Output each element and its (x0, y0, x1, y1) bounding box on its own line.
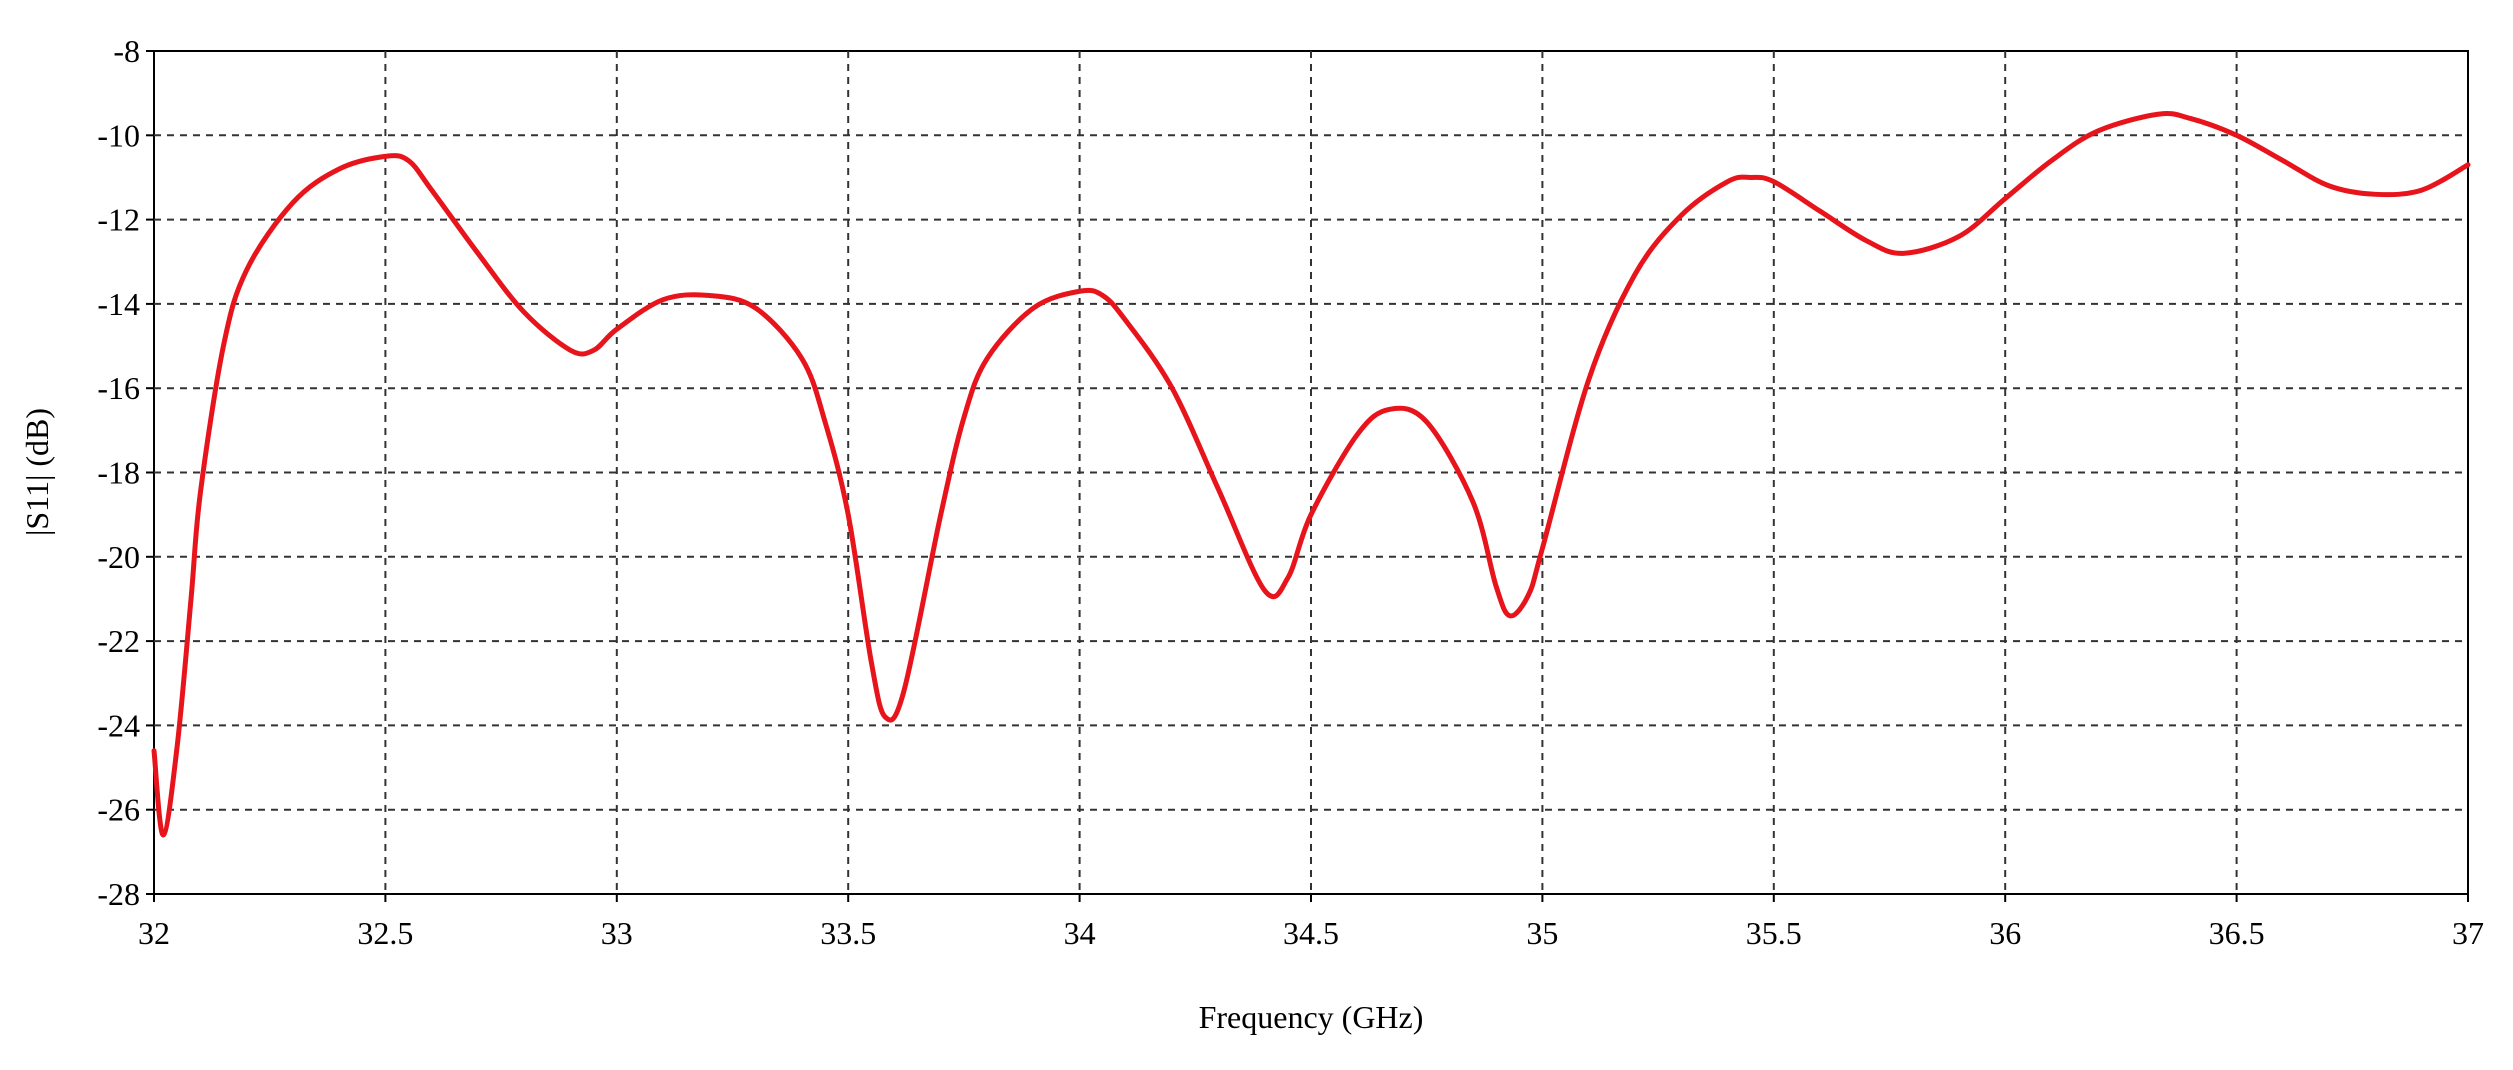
y-tick-label: -24 (97, 707, 140, 743)
x-tick-label: 36.5 (2209, 915, 2265, 951)
y-axis-label: |S11| (dB) (19, 408, 55, 536)
x-tick-label: 35 (1526, 915, 1558, 951)
y-tick-label: -18 (97, 455, 140, 491)
x-axis-label: Frequency (GHz) (1199, 999, 1424, 1035)
y-tick-label: -28 (97, 876, 140, 912)
y-tick-label: -14 (97, 286, 140, 322)
x-tick-label: 34 (1064, 915, 1096, 951)
y-tick-label: -20 (97, 539, 140, 575)
data-line (151, 111, 2471, 838)
y-tick-label: -26 (97, 792, 140, 828)
x-tick-label: 32.5 (357, 915, 413, 951)
x-tick-label: 37 (2452, 915, 2484, 951)
y-tick-label: -10 (97, 117, 140, 153)
x-tick-label: 35.5 (1746, 915, 1802, 951)
x-tick-label: 33.5 (820, 915, 876, 951)
y-tick-label: -8 (113, 33, 140, 69)
y-tick-label: -16 (97, 370, 140, 406)
y-tick-label: -12 (97, 202, 140, 238)
x-tick-label: 36 (1989, 915, 2021, 951)
x-tick-label: 33 (601, 915, 633, 951)
y-tick-label: -22 (97, 623, 140, 659)
x-tick-label: 34.5 (1283, 915, 1339, 951)
x-tick-label: 32 (138, 915, 170, 951)
